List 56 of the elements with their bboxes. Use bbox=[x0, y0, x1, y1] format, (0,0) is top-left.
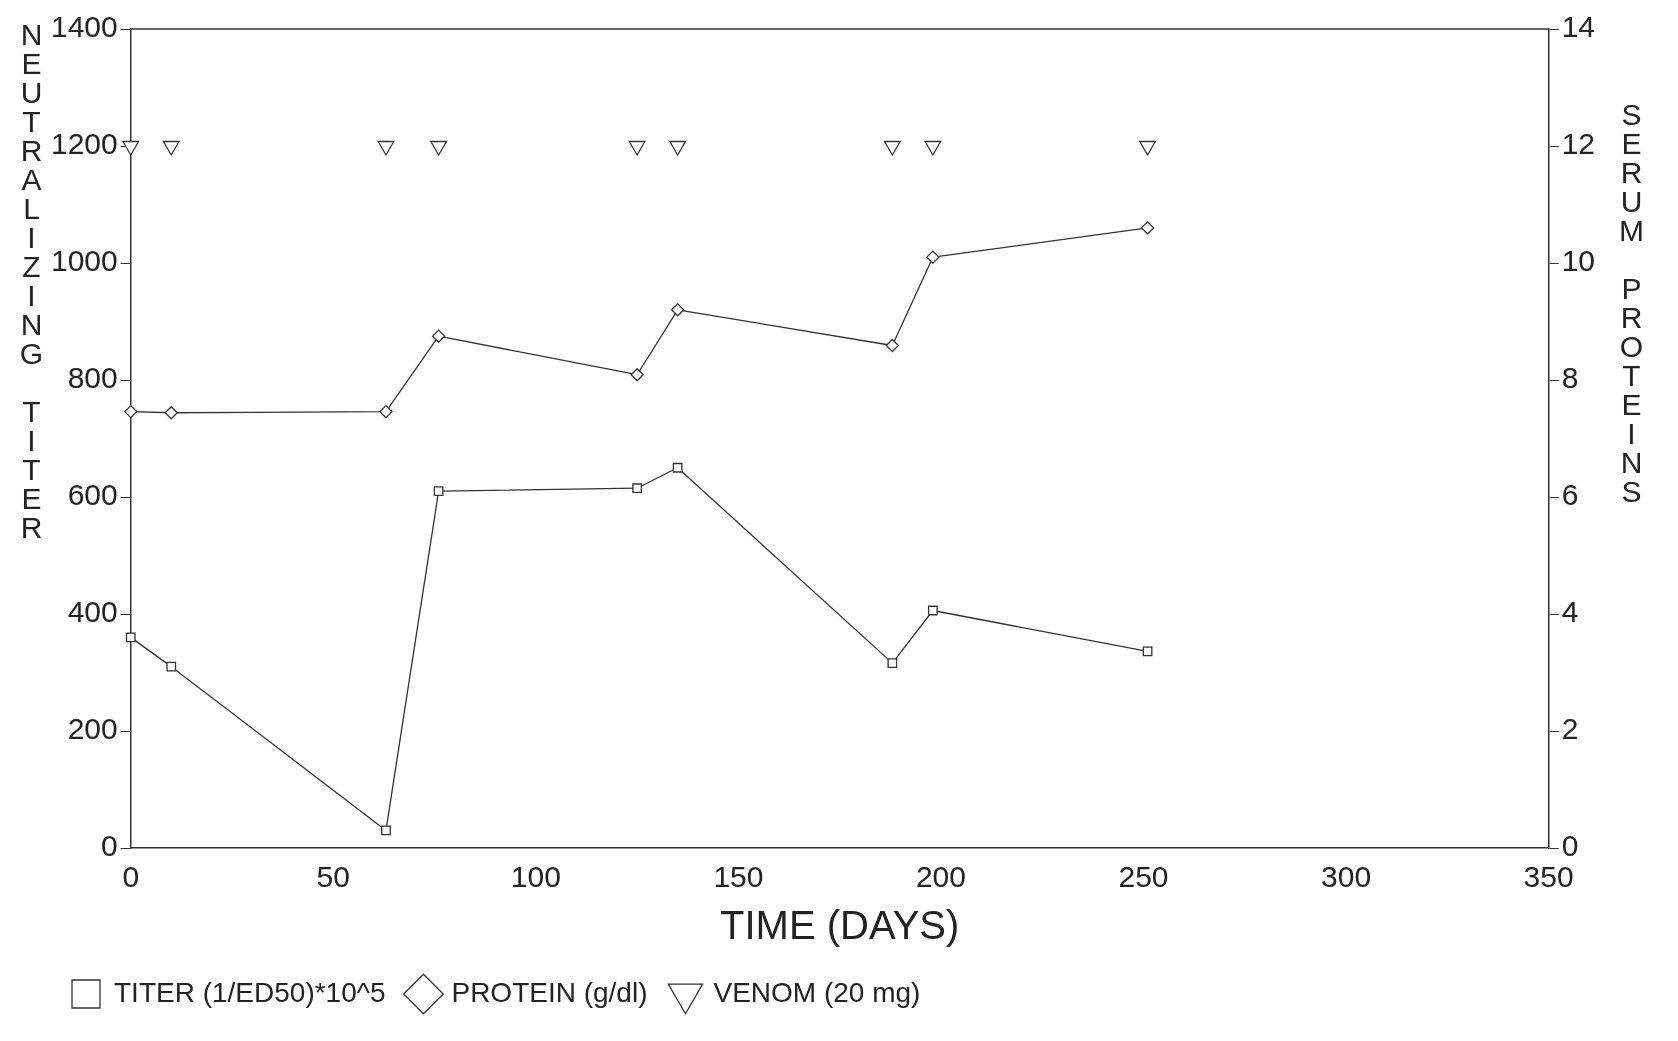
y-tick-label: 1200 bbox=[50, 127, 118, 161]
point bbox=[670, 303, 685, 317]
point bbox=[377, 140, 395, 156]
point bbox=[630, 368, 644, 382]
x-tick-label: 200 bbox=[915, 860, 966, 894]
y-tick-label: 1400 bbox=[50, 10, 118, 44]
point bbox=[672, 462, 683, 473]
x-tick-label: 50 bbox=[316, 860, 350, 894]
point bbox=[430, 140, 448, 156]
point bbox=[433, 486, 444, 497]
x-tick-label: 250 bbox=[1118, 860, 1169, 894]
y2-tick-label: 10 bbox=[1561, 244, 1596, 278]
point bbox=[431, 329, 446, 343]
point bbox=[1140, 221, 1155, 235]
point bbox=[1139, 140, 1157, 156]
y2-tick-label: 14 bbox=[1561, 10, 1596, 44]
point bbox=[125, 632, 136, 643]
point bbox=[166, 661, 177, 672]
point bbox=[887, 658, 898, 669]
point bbox=[883, 140, 901, 156]
y-tick-label: 400 bbox=[67, 595, 118, 629]
point bbox=[924, 140, 942, 156]
y2-tick-label: 8 bbox=[1561, 361, 1579, 395]
point bbox=[926, 250, 940, 264]
y2-tick-label: 0 bbox=[1561, 829, 1579, 863]
y2-axis-title: SERUM PROTEINS bbox=[1614, 98, 1648, 504]
y-tick-label: 800 bbox=[67, 361, 118, 395]
y-axis-title: NEUTRALIZING TITER bbox=[14, 18, 48, 540]
y2-tick-label: 4 bbox=[1561, 595, 1579, 629]
point bbox=[628, 140, 646, 156]
legend-label: TITER (1/ED50)*10^5 bbox=[114, 976, 386, 1008]
point bbox=[164, 406, 178, 420]
legend-label: VENOM (20 mg) bbox=[713, 976, 921, 1008]
point bbox=[927, 605, 938, 616]
point bbox=[381, 825, 391, 836]
point bbox=[632, 483, 643, 494]
point bbox=[885, 338, 899, 353]
x-axis-title: TIME (DAYS) bbox=[720, 903, 960, 948]
point bbox=[379, 404, 393, 419]
y2-tick-label: 2 bbox=[1561, 712, 1579, 746]
y2-tick-label: 12 bbox=[1561, 127, 1596, 161]
y2-tick-label: 6 bbox=[1561, 478, 1579, 512]
y-tick-label: 1000 bbox=[50, 244, 118, 278]
x-tick-label: 0 bbox=[122, 860, 140, 894]
y-tick-label: 0 bbox=[101, 829, 118, 863]
point bbox=[124, 404, 138, 419]
x-tick-label: 150 bbox=[713, 860, 764, 894]
x-tick-label: 350 bbox=[1523, 860, 1574, 894]
point bbox=[162, 140, 180, 156]
point bbox=[669, 140, 687, 156]
point bbox=[122, 140, 140, 156]
y-tick-label: 200 bbox=[67, 712, 118, 746]
legend-label: PROTEIN (g/dl) bbox=[451, 976, 648, 1008]
y-tick-label: 600 bbox=[67, 478, 118, 512]
x-tick-label: 100 bbox=[510, 860, 561, 894]
x-tick-label: 300 bbox=[1321, 860, 1372, 894]
